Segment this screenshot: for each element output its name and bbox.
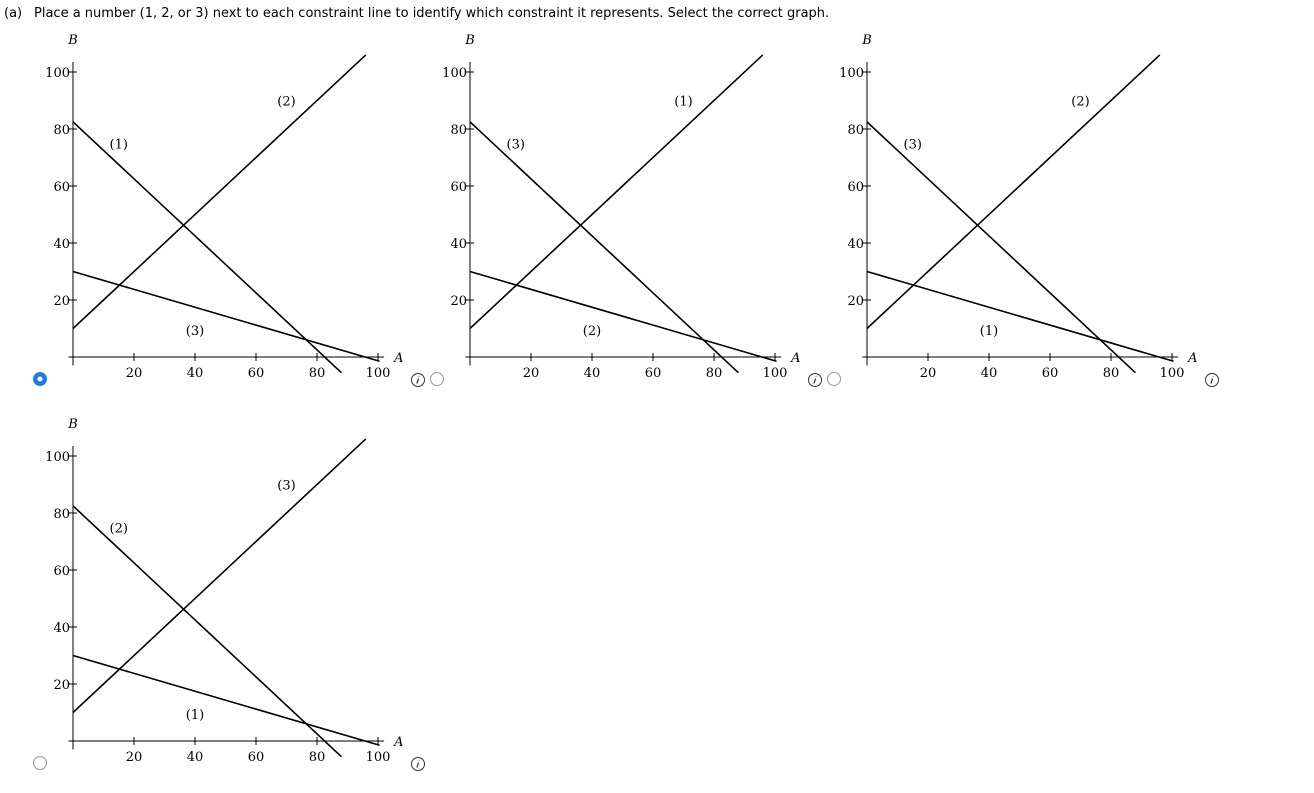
radio-button[interactable] [430, 372, 444, 386]
x-tick-label: 100 [1160, 366, 1185, 381]
x-tick-label: 100 [763, 366, 788, 381]
y-tick-label: 100 [45, 66, 70, 81]
x-tick-label: 40 [584, 366, 601, 381]
line-label: (3) [507, 137, 525, 152]
x-tick-label: 80 [309, 750, 326, 765]
constraint-line [72, 270, 380, 363]
x-tick-label: 80 [1103, 366, 1120, 381]
x-tick-label: 80 [309, 366, 326, 381]
y-tick-label: 60 [847, 180, 864, 195]
line-label: (1) [186, 708, 204, 723]
y-tick-label: 80 [53, 123, 70, 138]
y-tick-label: 60 [53, 180, 70, 195]
x-axis-label: A [1187, 351, 1197, 366]
question-label: (a) [4, 6, 22, 21]
constraint-line [866, 121, 1136, 374]
x-tick-label: 40 [187, 366, 204, 381]
constraint-line [469, 270, 777, 363]
question-text: Place a number (1, 2, or 3) next to each… [34, 6, 829, 21]
constraint-line [866, 54, 1161, 330]
constraint-line [866, 270, 1174, 363]
y-tick-label: 40 [450, 237, 467, 252]
x-tick-label: 100 [366, 366, 391, 381]
line-label: (3) [277, 479, 295, 494]
y-axis-label: B [67, 417, 78, 432]
x-axis-label: A [393, 351, 403, 366]
line-label: (3) [186, 324, 204, 339]
y-tick-label: 80 [53, 507, 70, 522]
y-tick-label: 60 [450, 180, 467, 195]
x-tick-label: 60 [645, 366, 662, 381]
line-label: (1) [674, 95, 692, 110]
constraint-line [469, 121, 739, 374]
info-glyph [416, 760, 420, 768]
line-label: (1) [110, 137, 128, 152]
constraint-line [72, 654, 380, 747]
y-tick-label: 40 [53, 621, 70, 636]
x-tick-label: 20 [126, 366, 143, 381]
x-tick-label: 20 [920, 366, 937, 381]
x-tick-label: 60 [248, 366, 265, 381]
y-tick-label: 40 [53, 237, 70, 252]
constraint-line [72, 438, 367, 714]
y-tick-label: 20 [847, 294, 864, 309]
line-label: (2) [277, 95, 295, 110]
line-label: (3) [904, 137, 922, 152]
x-tick-label: 20 [523, 366, 540, 381]
info-glyph [813, 376, 817, 384]
y-axis-label: B [67, 33, 78, 48]
radio-button[interactable] [33, 756, 47, 770]
constraint-line [72, 505, 342, 758]
y-tick-label: 20 [53, 678, 70, 693]
y-tick-label: 20 [450, 294, 467, 309]
y-tick-label: 100 [45, 450, 70, 465]
y-tick-label: 40 [847, 237, 864, 252]
y-tick-label: 80 [450, 123, 467, 138]
line-label: (2) [1071, 95, 1089, 110]
x-tick-label: 40 [187, 750, 204, 765]
x-tick-label: 60 [248, 750, 265, 765]
x-tick-label: 60 [1042, 366, 1059, 381]
constraint-line [72, 54, 367, 330]
x-tick-label: 40 [981, 366, 998, 381]
x-tick-label: 20 [126, 750, 143, 765]
y-tick-label: 20 [53, 294, 70, 309]
radio-button[interactable] [827, 372, 841, 386]
y-tick-label: 100 [839, 66, 864, 81]
line-label: (1) [980, 324, 998, 339]
x-tick-label: 100 [366, 750, 391, 765]
y-tick-label: 100 [442, 66, 467, 81]
y-tick-label: 80 [847, 123, 864, 138]
y-axis-label: B [861, 33, 872, 48]
constraint-line [72, 121, 342, 374]
x-tick-label: 80 [706, 366, 723, 381]
x-axis-label: A [790, 351, 800, 366]
line-label: (2) [583, 324, 601, 339]
info-glyph [1210, 376, 1214, 384]
y-tick-label: 60 [53, 564, 70, 579]
radio-dot [37, 376, 43, 382]
info-glyph [416, 376, 420, 384]
constraint-line [469, 54, 764, 330]
line-label: (2) [110, 521, 128, 536]
y-axis-label: B [464, 33, 475, 48]
x-axis-label: A [393, 735, 403, 750]
